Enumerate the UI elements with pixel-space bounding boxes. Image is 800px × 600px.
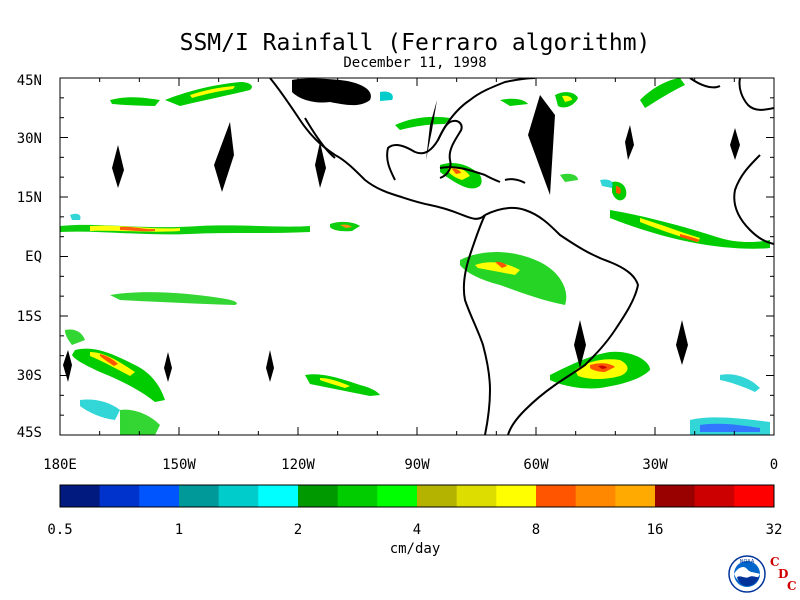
cdc-letter-1: C xyxy=(770,555,780,569)
lon-label-30w: 30W xyxy=(642,457,668,473)
map-background xyxy=(60,78,774,435)
noaa-logo-text: NOAA xyxy=(740,559,755,565)
map-subtitle: December 11, 1998 xyxy=(343,55,487,71)
rain-atlantic-itcz xyxy=(610,181,770,249)
lon-label-90w: 90W xyxy=(404,457,430,473)
rain-itcz xyxy=(60,221,360,235)
colorbar-swatch xyxy=(218,485,259,507)
colorbar-swatch xyxy=(298,485,339,507)
rain-sparse-blue xyxy=(65,173,770,435)
colorbar-label-8: 8 xyxy=(531,522,541,538)
coastlines xyxy=(269,78,774,435)
lat-label-45s: 45S xyxy=(16,425,42,441)
colorbar-label-2: 2 xyxy=(293,522,303,538)
rain-south-atlantic xyxy=(550,351,650,389)
colorbar-units: cm/day xyxy=(389,541,441,557)
colorbar-swatch xyxy=(258,485,299,507)
colorbar-swatch xyxy=(377,485,418,507)
rain-south-america xyxy=(460,252,567,305)
colorbar-swatch xyxy=(615,485,656,507)
lon-label-60w: 60W xyxy=(523,457,549,473)
colorbar-swatch xyxy=(179,485,220,507)
colorbar-swatch xyxy=(337,485,378,507)
colorbar-swatch xyxy=(456,485,497,507)
rain-north-pacific xyxy=(110,82,393,106)
lon-label-150w: 150W xyxy=(162,457,196,473)
colorbar-label-0-5: 0.5 xyxy=(47,522,73,538)
rain-north-atlantic xyxy=(395,78,685,130)
lon-label-180e: 180E xyxy=(43,457,77,473)
lon-label-0: 0 xyxy=(769,457,779,473)
colorbar xyxy=(59,484,775,508)
colorbar-swatch xyxy=(575,485,616,507)
colorbar-swatch xyxy=(655,485,696,507)
lat-label-15s: 15S xyxy=(16,309,42,325)
colorbar-frame xyxy=(59,484,775,508)
cdc-letter-2: D xyxy=(778,567,789,581)
colorbar-swatch xyxy=(99,485,140,507)
colorbar-swatch xyxy=(139,485,180,507)
colorbar-swatch xyxy=(60,485,101,507)
cdc-letter-3: C xyxy=(787,579,797,593)
data-gap-mexico xyxy=(292,78,371,106)
map-title: SSM/I Rainfall (Ferraro algorithm) xyxy=(179,30,651,56)
orbit-gaps xyxy=(63,95,740,382)
rain-south-pacific xyxy=(72,348,380,402)
lat-label-15n: 15N xyxy=(16,190,42,206)
lat-label-45n: 45N xyxy=(16,73,42,89)
colorbar-label-32: 32 xyxy=(765,522,783,538)
colorbar-label-4: 4 xyxy=(412,522,422,538)
colorbar-label-1: 1 xyxy=(174,522,184,538)
cdc-logo: C D C xyxy=(770,555,800,595)
lat-label-eq: EQ xyxy=(25,249,42,265)
colorbar-swatch xyxy=(496,485,537,507)
colorbar-label-16: 16 xyxy=(646,522,664,538)
colorbar-swatch xyxy=(417,485,458,507)
noaa-logo-icon: NOAA xyxy=(728,555,766,593)
colorbar-swatch xyxy=(734,485,775,507)
lat-label-30s: 30S xyxy=(16,368,42,384)
colorbar-swatch xyxy=(694,485,735,507)
lon-label-120w: 120W xyxy=(281,457,315,473)
lat-label-30n: 30N xyxy=(16,131,42,147)
axis-ticks xyxy=(59,77,775,436)
colorbar-swatch xyxy=(536,485,577,507)
